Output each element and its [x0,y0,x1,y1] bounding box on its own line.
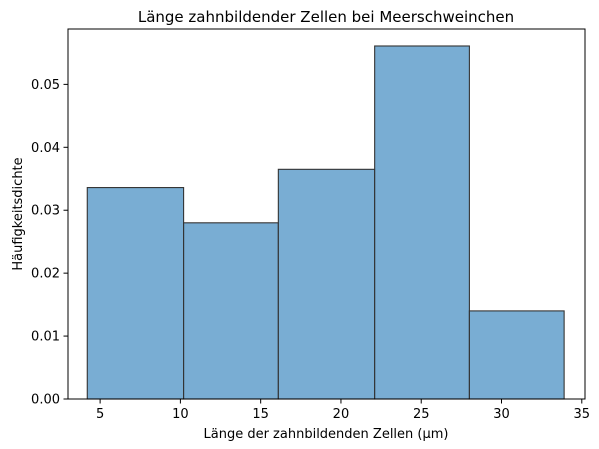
x-tick-label: 25 [413,407,430,422]
y-tick-label: 0.02 [31,267,60,282]
histogram-bar-2 [183,222,279,400]
x-axis-label: Länge der zahnbildenden Zellen (µm) [204,427,449,442]
x-axis-ticks: 5 10 15 20 25 30 35 [96,399,590,422]
x-tick-label: 15 [252,407,269,422]
x-tick-label: 35 [574,407,591,422]
histogram-bar-4 [374,45,470,400]
y-tick-label: 0.03 [31,204,60,219]
histogram-bars [86,45,565,400]
y-axis-label: Häufigkeitsdichte [11,157,26,270]
x-tick-label: 30 [493,407,510,422]
histogram-bar-3 [277,168,376,400]
plot-frame [67,28,586,400]
histogram-bar-1 [86,187,185,400]
chart-title: Länge zahnbildender Zellen bei Meerschwe… [138,8,514,26]
y-tick-label: 0.05 [31,78,60,93]
y-tick-label: 0.04 [31,141,60,156]
x-tick-label: 10 [172,407,189,422]
x-tick-label: 5 [96,407,104,422]
histogram-bar-5 [468,310,565,400]
y-tick-label: 0.00 [31,393,60,408]
x-tick-label: 20 [333,407,350,422]
y-tick-label: 0.01 [31,330,60,345]
y-axis-ticks: 0.00 0.01 0.02 0.03 0.04 0.05 [31,78,68,408]
